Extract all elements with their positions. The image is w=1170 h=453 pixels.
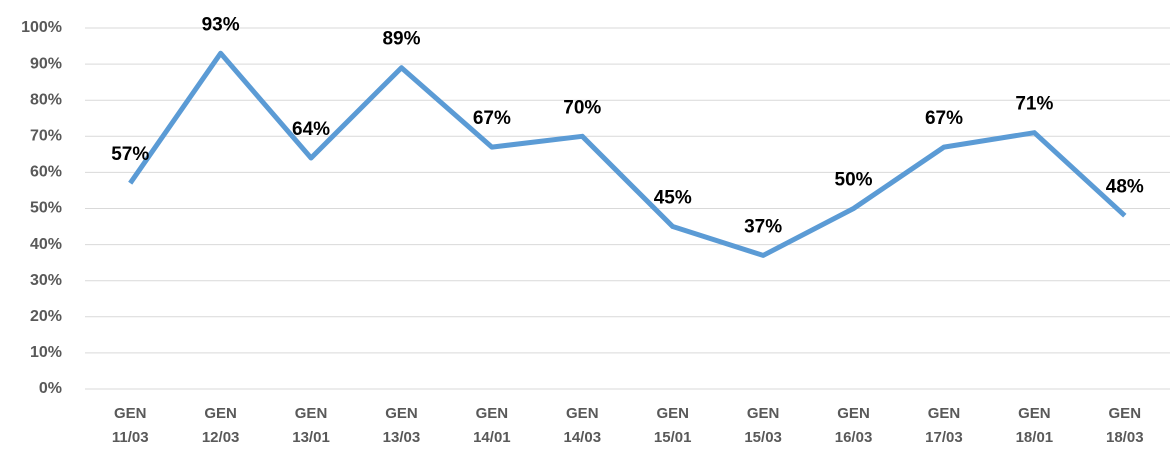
series-line [128, 50, 1127, 258]
y-tick-label: 0% [39, 380, 62, 397]
x-tick-label: GEN 15/03 [744, 405, 782, 446]
y-tick-label: 70% [30, 128, 62, 145]
y-tick-label: 90% [30, 55, 62, 72]
x-tick-label: GEN 16/03 [834, 405, 873, 446]
x-tick-label: GEN 18/01 [1015, 405, 1054, 446]
data-label: 64% [292, 119, 330, 140]
y-tick-label: 10% [30, 344, 62, 361]
y-tick-label: 60% [30, 164, 62, 181]
x-tick-label: GEN 15/01 [653, 405, 692, 446]
data-label: 48% [1106, 177, 1144, 198]
x-tick-label: GEN 14/01 [473, 405, 511, 446]
x-tick-label: GEN 13/03 [382, 405, 421, 446]
x-tick-label: GEN 13/01 [292, 405, 330, 446]
data-label: 45% [654, 188, 692, 209]
x-tick-label: GEN 14/03 [563, 405, 602, 446]
x-tick-label: GEN 12/03 [201, 405, 240, 446]
y-tick-label: 50% [30, 200, 62, 217]
y-tick-label: 100% [21, 19, 62, 36]
data-label: 50% [835, 170, 873, 191]
y-tick-label: 40% [30, 236, 62, 253]
x-tick-label: GEN 17/03 [925, 405, 963, 446]
y-tick-label: 20% [30, 308, 62, 325]
data-label: 37% [744, 216, 782, 237]
y-tick-label: 30% [30, 272, 62, 289]
x-tick-label: GEN 11/03 [111, 405, 149, 446]
data-label: 57% [111, 144, 149, 165]
data-label: 67% [473, 108, 511, 129]
y-tick-label: 80% [30, 91, 62, 108]
data-label: 71% [1015, 94, 1053, 115]
data-label: 93% [202, 14, 240, 35]
data-label: 67% [925, 108, 963, 129]
data-label: 70% [563, 97, 601, 118]
data-label: 89% [382, 29, 420, 50]
x-tick-label: GEN 18/03 [1106, 405, 1144, 446]
